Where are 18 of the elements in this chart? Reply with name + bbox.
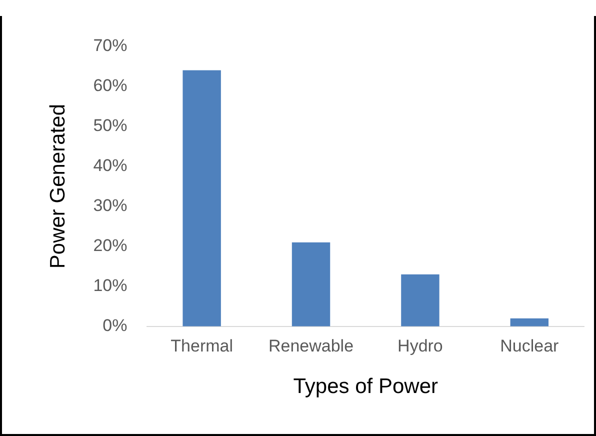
y-tick-label: 0% <box>102 316 128 336</box>
y-tick-label: 40% <box>93 156 128 175</box>
y-axis-title: Power Generated <box>46 104 70 269</box>
y-tick-label: 30% <box>93 196 128 215</box>
y-tick-label: 70% <box>93 36 128 55</box>
bar <box>182 70 221 326</box>
bar <box>401 274 440 326</box>
y-tick-label: 20% <box>93 236 128 256</box>
x-axis-title: Types of Power <box>293 375 438 398</box>
y-tick-label: 50% <box>93 116 128 135</box>
x-tick-label: Renewable <box>268 336 354 356</box>
y-tick-label: 10% <box>93 276 128 296</box>
bar <box>510 318 549 326</box>
bar <box>292 242 330 326</box>
x-tick-label: Hydro <box>398 336 443 356</box>
y-tick-label: 60% <box>93 76 128 95</box>
x-tick-label: Thermal <box>170 336 233 356</box>
x-tick-label: Nuclear <box>500 336 560 356</box>
